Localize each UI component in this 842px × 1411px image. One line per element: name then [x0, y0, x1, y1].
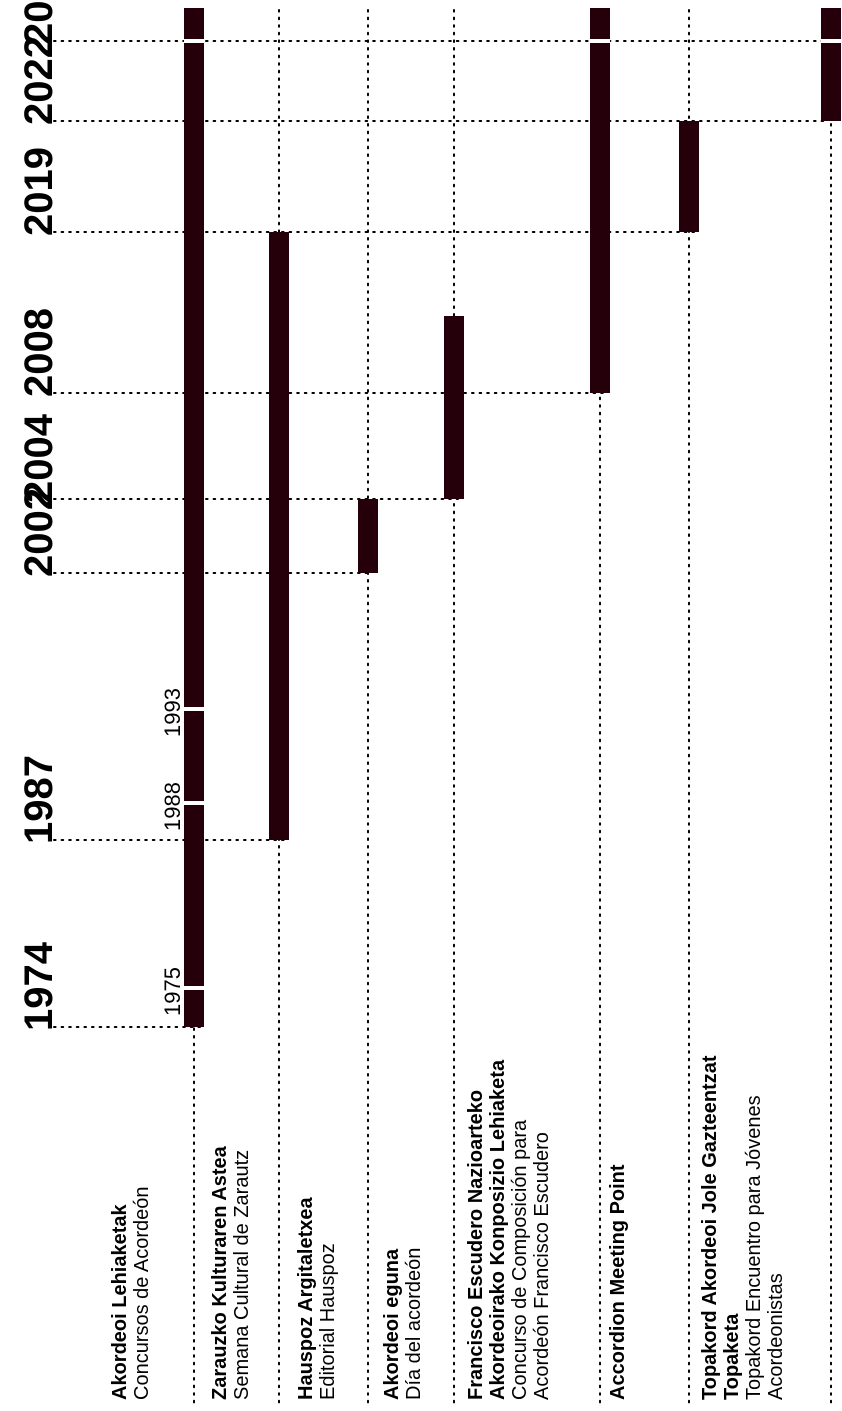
year-label: 2002	[17, 488, 61, 577]
event-title: Topakord Akordeoi Jole Gazteentzat	[699, 1055, 721, 1400]
minor-mark	[184, 801, 204, 805]
event-subtitle: Acordeonistas	[765, 1273, 787, 1400]
event-subtitle: Topakord Encuentro para Jóvenes	[743, 1095, 765, 1400]
event-subtitle: Editorial Hauspoz	[317, 1243, 339, 1400]
year-label: 1974	[17, 941, 61, 1031]
timeline-bar	[444, 316, 464, 499]
year-label: 2024 ...	[17, 0, 61, 45]
bar-break-mark	[821, 39, 841, 43]
event-title: Topaketa	[721, 1313, 743, 1400]
timeline-bar	[358, 499, 378, 573]
minor-mark	[184, 707, 204, 711]
event-title: Akordeoi eguna	[381, 1248, 403, 1400]
event-title: Akordeoirako Konposizio Lehiaketa	[487, 1059, 509, 1400]
bar-break-mark	[184, 39, 204, 43]
minor-year-label: 1993	[160, 688, 185, 737]
event-title: Francisco Escudero Nazioarteko	[465, 1090, 487, 1400]
minor-mark	[184, 986, 204, 990]
year-label: 2008	[17, 308, 61, 397]
year-label: 2019	[17, 147, 61, 236]
event-title: Hauspoz Argitaletxea	[295, 1196, 317, 1400]
minor-year-label: 1988	[160, 782, 185, 831]
timeline-bar	[590, 8, 610, 393]
event-subtitle: Semana Cultural de Zarautz	[231, 1150, 253, 1400]
year-label: 2022	[17, 36, 61, 125]
timeline-bar	[184, 8, 204, 1027]
event-title: Accordion Meeting Point	[607, 1164, 629, 1400]
timeline-bar	[679, 121, 699, 232]
event-subtitle: Día del acordeón	[403, 1248, 425, 1400]
event-subtitle: Concursos de Acordeón	[131, 1187, 153, 1400]
year-label: 2004	[17, 413, 61, 503]
year-label: 1987	[17, 755, 61, 844]
minor-year-label: 1975	[160, 967, 185, 1016]
timeline-bar	[269, 232, 289, 840]
event-subtitle: Acordeón Francisco Escudero	[531, 1132, 553, 1400]
timeline-bar	[821, 8, 841, 121]
event-title: Akordeoi Lehiaketak	[109, 1203, 131, 1400]
event-subtitle: Concurso de Composición para	[509, 1119, 531, 1400]
bar-break-mark	[590, 39, 610, 43]
event-title: Zarauzko Kulturaren Astea	[209, 1145, 231, 1400]
